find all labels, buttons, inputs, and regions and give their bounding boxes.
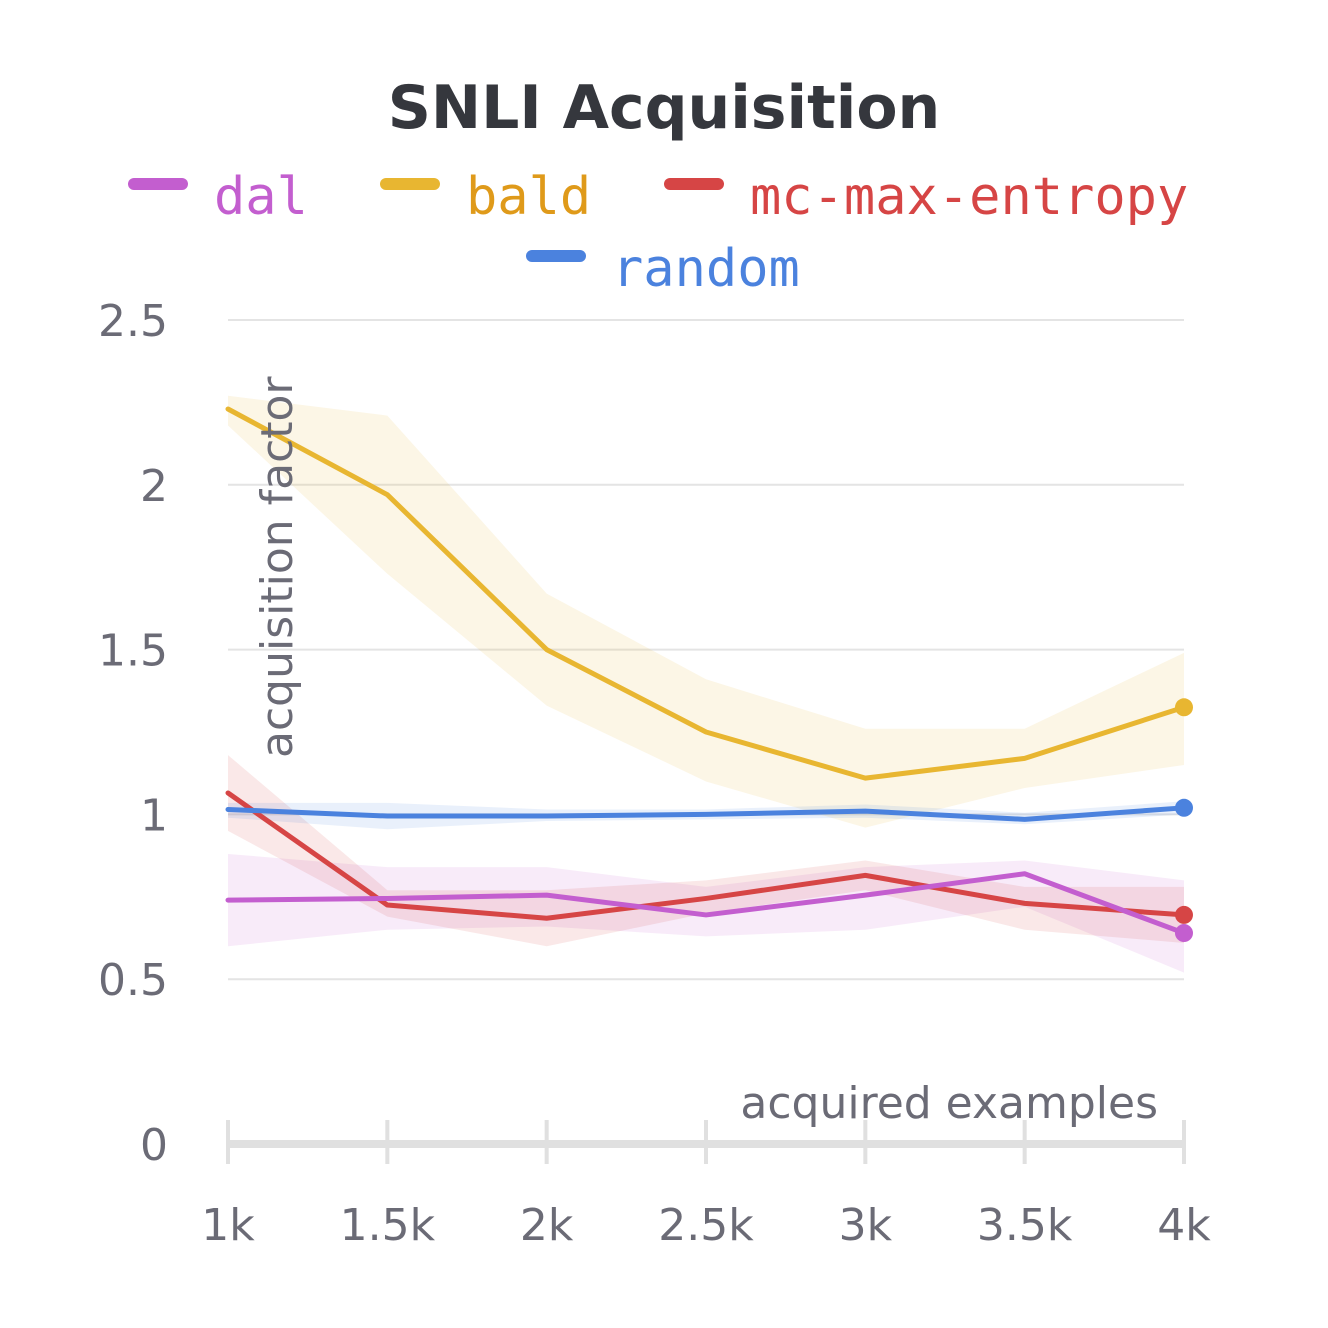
x-tick-label: 4k: [1157, 1200, 1211, 1251]
legend-item-dal: dal: [128, 167, 308, 227]
y-tick-label: 1: [140, 790, 168, 841]
series-end-markers: [1175, 698, 1193, 943]
legend-item-random: random: [526, 239, 800, 299]
legend-label: dal: [214, 167, 308, 227]
end-marker-mc-max-entropy: [1175, 905, 1193, 924]
y-axis-label: acquisition factor: [252, 376, 303, 758]
y-tick-label: 2: [140, 461, 168, 512]
legend-label: bald: [466, 167, 591, 227]
end-marker-random: [1175, 798, 1193, 817]
line-bald: [225, 406, 1187, 781]
legend-item-bald: bald: [380, 167, 591, 227]
legend-item-mc-max-entropy: mc-max-entropy: [664, 167, 1188, 227]
y-tick-label: 1.5: [98, 626, 168, 677]
legend-label: random: [612, 239, 800, 299]
x-tick-label: 3k: [839, 1200, 893, 1251]
x-axis: 1k 1.5k 2k 2.5k 3k 3.5k 4k: [201, 1120, 1211, 1251]
y-tick-label: 0: [140, 1120, 168, 1171]
line-random: [225, 805, 1187, 822]
series-lines: [225, 406, 1187, 936]
x-tick-label: 3.5k: [977, 1200, 1073, 1251]
end-marker-bald: [1175, 698, 1193, 717]
line-mc-max-entropy: [225, 790, 1187, 921]
x-tick-label: 2k: [520, 1200, 574, 1251]
y-tick-label: 2.5: [98, 296, 168, 347]
legend: dal bald mc-max-entropy random: [128, 167, 1188, 299]
y-tick-label: 0.5: [98, 955, 168, 1006]
chart-title: SNLI Acquisition: [388, 73, 941, 143]
band-bald: [228, 395, 1184, 828]
x-axis-label: acquired examples: [740, 1078, 1158, 1129]
confidence-bands: [228, 395, 1184, 973]
x-tick-label: 2.5k: [658, 1200, 754, 1251]
x-tick-label: 1.5k: [340, 1200, 436, 1251]
y-axis: 0 0.5 1 1.5 2 2.5: [98, 296, 168, 1171]
line-dal: [225, 871, 1187, 936]
legend-label: mc-max-entropy: [750, 167, 1188, 227]
end-marker-dal: [1175, 924, 1193, 943]
x-tick-label: 1k: [201, 1200, 255, 1251]
